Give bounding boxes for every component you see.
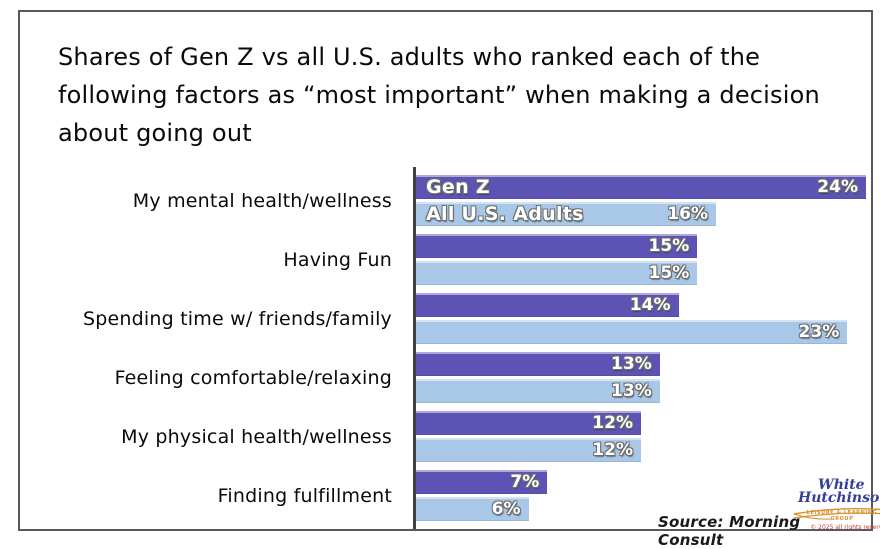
bar-gen-z: 7% <box>416 470 548 494</box>
white-hutchinson-logo: White Hutchinson LEISURE & LEARNING GROU… <box>792 478 880 536</box>
bar-gen-z: 15% <box>416 234 698 258</box>
category-label: Feeling comfortable/relaxing <box>114 366 392 389</box>
chart-group: My physical health/wellness 12% 12% <box>40 411 880 462</box>
bar-gen-z: 14% <box>416 293 679 317</box>
logo-swoosh-icon <box>793 507 880 520</box>
category-label: Finding fulfillment <box>217 484 392 507</box>
bar-value-label: 15% <box>648 263 690 283</box>
group-bars: 13% 13% <box>416 352 660 403</box>
bar-value-label: 24% <box>817 177 858 197</box>
bar-all-us-adults: 12% <box>416 438 641 462</box>
bar-value-label: 23% <box>798 322 840 342</box>
group-bars: 12% 12% <box>416 411 641 462</box>
category-label: Having Fun <box>283 248 392 271</box>
chart-title: Shares of Gen Z vs all U.S. adults who r… <box>58 43 820 147</box>
bar-all-us-adults: 15% <box>416 261 698 285</box>
figure-frame: Shares of Gen Z vs all U.S. adults who r… <box>18 10 880 549</box>
logo-word-hutchinson: Hutchinson <box>798 490 880 506</box>
bar-value-label: 7% <box>510 472 540 492</box>
bar-all-us-adults: 6% <box>416 497 529 521</box>
chart-group: Spending time w/ friends/family 14% 23% <box>40 293 880 344</box>
bar-value-label: 6% <box>491 499 521 519</box>
logo-word-white: White <box>818 477 865 493</box>
bar-value-label: 13% <box>611 381 652 401</box>
chart-group: My mental health/wellness Gen Z 24% All U.S… <box>40 175 880 226</box>
bar-value-label: 12% <box>592 440 633 460</box>
bar-value-label: 12% <box>592 413 633 433</box>
bar-value-label: 15% <box>648 236 690 256</box>
bar-gen-z: Gen Z 24% <box>416 175 866 199</box>
legend-all-us-adults-label: All U.S. Adults <box>426 203 584 225</box>
bar-gen-z: 13% <box>416 352 660 376</box>
chart-group: Feeling comfortable/relaxing 13% 13% <box>40 352 880 403</box>
group-bars: Gen Z 24% All U.S. Adults 16% <box>416 175 866 226</box>
bar-gen-z: 12% <box>416 411 641 435</box>
category-label: My mental health/wellness <box>132 189 392 212</box>
logo-tagline: LEISURE & LEARNING GROUP <box>806 510 878 522</box>
logo-copyright: © 2025 all rights reserved <box>810 524 880 531</box>
group-bars: 15% 15% <box>416 234 698 285</box>
y-axis-line <box>413 167 416 529</box>
category-label: My physical health/wellness <box>121 425 392 448</box>
category-label: Spending time w/ friends/family <box>83 307 392 330</box>
chart-group: Finding fulfillment 7% 6% <box>40 470 880 521</box>
bar-all-us-adults: All U.S. Adults 16% <box>416 202 716 226</box>
group-bars: 7% 6% <box>416 470 548 521</box>
legend-gen-z-label: Gen Z <box>426 176 490 198</box>
bar-all-us-adults: 23% <box>416 320 848 344</box>
chart-group: Having Fun 15% 15% <box>40 234 880 285</box>
bar-value-label: 14% <box>629 295 671 315</box>
bar-chart: My mental health/wellness Gen Z 24% All U.S… <box>40 175 880 529</box>
bar-value-label: 16% <box>667 204 708 224</box>
group-bars: 14% 23% <box>416 293 848 344</box>
bar-value-label: 13% <box>611 354 652 374</box>
bar-all-us-adults: 13% <box>416 379 660 403</box>
